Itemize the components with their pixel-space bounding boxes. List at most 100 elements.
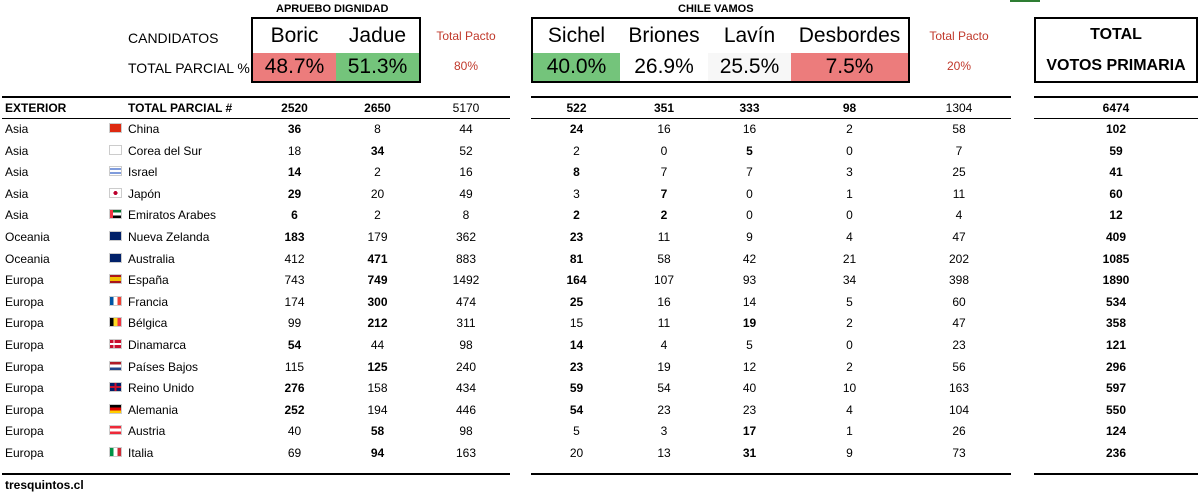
cell-lavin: 42 bbox=[742, 251, 757, 266]
total-parcial-pct-label: TOTAL PARCIAL % bbox=[128, 60, 250, 76]
table-row: Europa Alemania 252 194 446 54 23 23 4 104 550 bbox=[0, 400, 1200, 421]
cell-sichel: 24 bbox=[569, 122, 584, 136]
cell-desbordes: 0 bbox=[846, 338, 853, 352]
row-country: Reino Unido bbox=[128, 381, 195, 396]
pacto1-pct: 80% bbox=[453, 59, 479, 73]
cell-sichel: 2 bbox=[573, 143, 580, 158]
cell-total: 296 bbox=[1105, 359, 1127, 374]
cell-sichel: 164 bbox=[566, 273, 587, 288]
cell-briones: 58 bbox=[657, 251, 671, 266]
cell-jadue: 94 bbox=[370, 446, 385, 460]
cell-desbordes: 5 bbox=[846, 294, 853, 309]
row-region: Europa bbox=[5, 273, 44, 288]
row-country: Francia bbox=[128, 294, 169, 309]
cell-lavin: 40 bbox=[742, 381, 757, 396]
rule-top-right bbox=[1034, 96, 1198, 98]
cell-desbordes: 9 bbox=[846, 446, 853, 460]
flag-it-icon bbox=[109, 447, 122, 457]
cell-boric: 6 bbox=[291, 208, 298, 223]
cell-boric: 183 bbox=[284, 230, 305, 244]
cell-briones: 7 bbox=[660, 165, 668, 180]
cell-sichel: 23 bbox=[569, 230, 584, 244]
total-box-line2: VOTOS PRIMARIA bbox=[1046, 57, 1186, 74]
cell-jadue: 749 bbox=[367, 273, 388, 288]
candidatos-label: CANDIDATOS bbox=[128, 30, 219, 46]
cell-jadue: 212 bbox=[367, 316, 388, 331]
cell-briones: 7 bbox=[660, 186, 668, 201]
cell-total: 59 bbox=[1109, 143, 1123, 158]
table-row: Europa Austria 40 58 98 5 3 17 1 26 124 bbox=[0, 421, 1200, 442]
cell-total: 409 bbox=[1105, 230, 1127, 244]
row-region: Europa bbox=[5, 424, 44, 439]
cell-pacto1: 1492 bbox=[452, 273, 480, 288]
cell-sichel: 8 bbox=[573, 165, 580, 180]
row-region: Europa bbox=[5, 381, 44, 396]
row-region: Asia bbox=[5, 186, 29, 201]
row-region: Asia bbox=[5, 122, 29, 136]
cell-total: 550 bbox=[1105, 402, 1127, 417]
chilevamos-box bbox=[531, 17, 910, 83]
cell-lavin: 23 bbox=[742, 402, 757, 417]
totals-pacto2: 1304 bbox=[945, 101, 973, 115]
cell-briones: 54 bbox=[657, 381, 671, 396]
rule-top-mid bbox=[531, 96, 1011, 98]
cell-pacto1: 474 bbox=[455, 294, 477, 309]
table-row: Asia China 36 8 44 24 16 16 2 58 102 bbox=[0, 119, 1200, 140]
rule-top-left bbox=[2, 96, 510, 98]
cell-lavin: 0 bbox=[746, 208, 753, 223]
pct-boric: 48.7% bbox=[253, 53, 336, 81]
cell-briones: 11 bbox=[657, 316, 671, 331]
row-country: Australia bbox=[128, 251, 175, 266]
flag-es-icon bbox=[109, 274, 122, 285]
cell-pacto2: 23 bbox=[952, 338, 966, 352]
cell-pacto1: 16 bbox=[459, 165, 473, 180]
cell-jadue: 300 bbox=[367, 294, 388, 309]
cell-jadue: 8 bbox=[374, 122, 381, 136]
cell-pacto1: 52 bbox=[459, 143, 473, 158]
cell-pacto2: 56 bbox=[952, 359, 966, 374]
cell-sichel: 23 bbox=[569, 359, 584, 374]
cell-pacto2: 58 bbox=[952, 122, 966, 136]
totals-lavin: 333 bbox=[739, 101, 760, 115]
cell-desbordes: 10 bbox=[842, 381, 857, 396]
pct-briones: 26.9% bbox=[620, 53, 708, 81]
cell-jadue: 158 bbox=[367, 381, 388, 396]
cell-jadue: 34 bbox=[370, 143, 385, 158]
totals-briones: 351 bbox=[653, 101, 675, 115]
cell-pacto2: 202 bbox=[948, 251, 970, 266]
flag-at-icon bbox=[109, 425, 122, 436]
cell-boric: 743 bbox=[284, 273, 305, 288]
cell-total: 1085 bbox=[1102, 251, 1130, 266]
totals-row: EXTERIOR TOTAL PARCIAL # 2520 2650 5170 … bbox=[0, 98, 1200, 119]
cell-desbordes: 2 bbox=[846, 316, 853, 331]
cell-boric: 115 bbox=[284, 359, 305, 374]
cell-desbordes: 4 bbox=[846, 230, 853, 244]
cell-desbordes: 4 bbox=[846, 402, 853, 417]
total-box-line1: TOTAL bbox=[1090, 26, 1142, 43]
pacto1-label: Total Pacto bbox=[436, 29, 496, 43]
cell-pacto2: 7 bbox=[955, 143, 963, 158]
flag-au-icon bbox=[109, 252, 122, 263]
row-country: Corea del Sur bbox=[128, 143, 203, 158]
row-region: Europa bbox=[5, 402, 44, 417]
cell-jadue: 2 bbox=[374, 208, 381, 223]
cell-boric: 174 bbox=[284, 294, 305, 309]
flag-jp-icon bbox=[109, 187, 122, 198]
cell-jadue: 179 bbox=[367, 230, 388, 244]
cell-lavin: 14 bbox=[742, 294, 757, 309]
cell-boric: 252 bbox=[284, 402, 305, 417]
table-row: Europa Países Bajos 115 125 240 23 19 12 2 56 296 bbox=[0, 357, 1200, 378]
cell-sichel: 81 bbox=[569, 251, 584, 266]
table-row: Europa Italia 69 94 163 20 13 31 9 73 236 bbox=[0, 443, 1200, 464]
cell-briones: 16 bbox=[657, 294, 671, 309]
cell-lavin: 93 bbox=[742, 273, 757, 288]
cell-jadue: 58 bbox=[370, 424, 385, 439]
cell-lavin: 9 bbox=[746, 230, 753, 244]
candidate-lavin-name: Lavín bbox=[723, 24, 776, 47]
cell-lavin: 7 bbox=[746, 165, 753, 180]
cell-pacto1: 446 bbox=[455, 402, 477, 417]
cell-total: 12 bbox=[1109, 208, 1123, 223]
cell-sichel: 54 bbox=[569, 402, 584, 417]
cell-total: 358 bbox=[1105, 316, 1127, 331]
cell-lavin: 19 bbox=[742, 316, 757, 331]
